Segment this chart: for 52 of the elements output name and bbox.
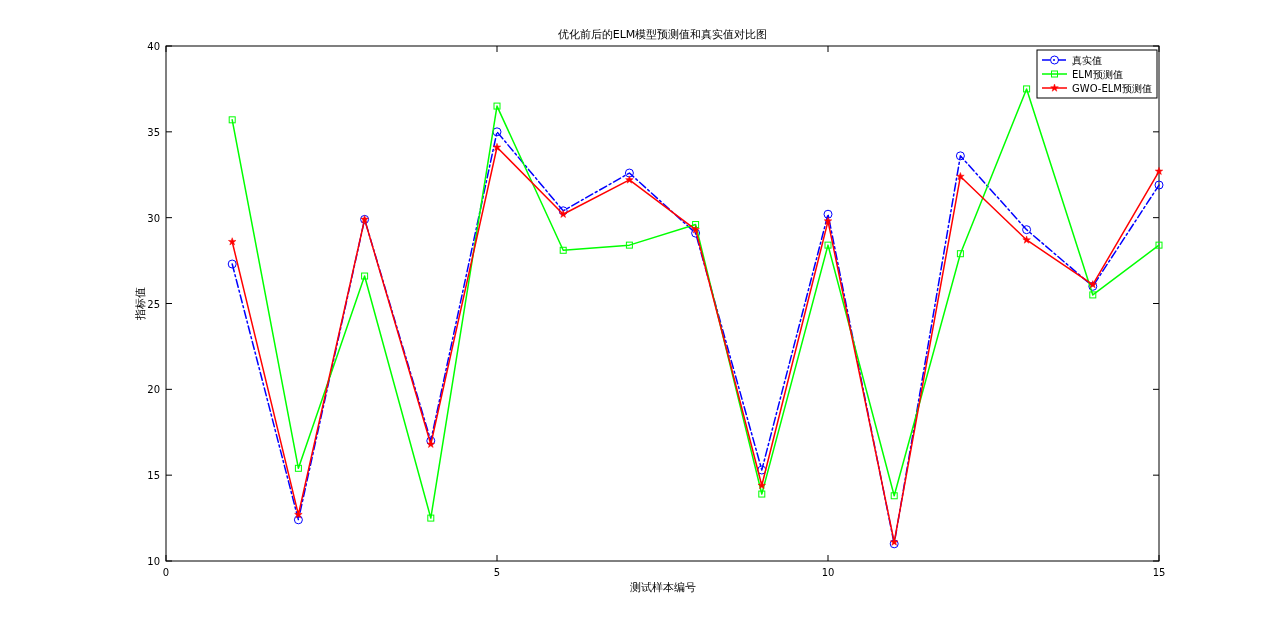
- point: [426, 440, 435, 448]
- point: [294, 510, 303, 519]
- y-tick-label: 20: [147, 384, 160, 396]
- x-tick-label: 0: [162, 567, 170, 578]
- point: [1089, 291, 1097, 299]
- point: [625, 175, 634, 184]
- x-axis-title: 测试样本编号: [629, 581, 696, 594]
- point: [427, 514, 435, 522]
- point: [1155, 241, 1163, 249]
- legend-label: GWO-ELM预测值: [1072, 83, 1152, 94]
- point: [1022, 225, 1032, 235]
- y-tick-label: 25: [147, 298, 160, 310]
- point: [1154, 167, 1164, 175]
- point: [1023, 85, 1031, 93]
- point: [1154, 180, 1164, 190]
- y-tick-label: 35: [147, 126, 160, 138]
- point: [823, 209, 833, 219]
- y-tick-label: 40: [147, 41, 160, 52]
- point: [956, 172, 965, 180]
- y-axis-title: 指标值: [134, 287, 147, 321]
- point: [691, 225, 700, 234]
- point: [624, 168, 634, 178]
- y-tick-label: 10: [147, 556, 160, 567]
- point: [1022, 235, 1031, 244]
- point: [757, 481, 766, 489]
- x-tick-label: 10: [821, 567, 835, 578]
- point: [228, 237, 237, 246]
- point: [228, 116, 236, 124]
- point: [956, 250, 964, 258]
- point: [492, 127, 502, 137]
- point: [361, 272, 369, 280]
- x-tick-label: 15: [1152, 567, 1166, 578]
- point: [890, 492, 898, 500]
- point: [692, 221, 700, 229]
- point: [824, 241, 832, 249]
- y-tick-label: 30: [147, 212, 160, 224]
- point: [293, 515, 303, 525]
- legend-label: ELM预测值: [1072, 69, 1123, 80]
- point: [294, 464, 302, 472]
- point: [823, 216, 833, 225]
- point: [691, 228, 701, 238]
- point: [625, 241, 633, 249]
- point: [955, 151, 965, 161]
- point: [493, 102, 501, 110]
- point: [227, 259, 237, 269]
- legend-label: 真实值: [1072, 55, 1102, 66]
- point: [559, 246, 567, 254]
- chart-title: 优化前后的ELM模型预测值和真实值对比图: [557, 28, 768, 41]
- point: [492, 143, 502, 151]
- point: [758, 490, 766, 498]
- x-tick-label: 5: [493, 567, 501, 578]
- y-tick-label: 15: [147, 470, 160, 482]
